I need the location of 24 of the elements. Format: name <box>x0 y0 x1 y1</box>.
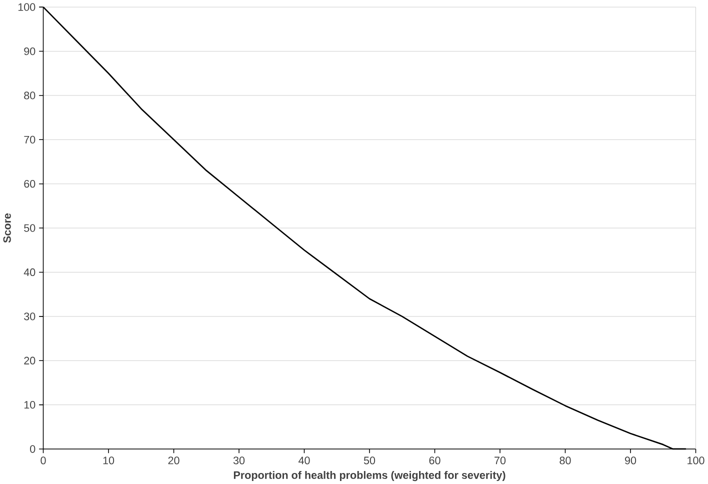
x-tick-label: 40 <box>298 456 310 464</box>
x-tick-label: 30 <box>233 456 245 464</box>
y-tick-label: 10 <box>24 400 36 408</box>
y-tick-label: 60 <box>24 180 36 188</box>
y-tick-label: 90 <box>24 47 36 55</box>
x-tick-label: 60 <box>429 456 440 464</box>
x-tick-label: 100 <box>688 456 704 464</box>
x-tick-label: 50 <box>364 456 376 464</box>
x-axis-title: Proportion of health problems (weighted for severity) <box>234 470 506 481</box>
y-tick-label: 100 <box>18 3 36 11</box>
x-tick-label: 80 <box>560 456 571 464</box>
y-tick-label: 0 <box>30 445 36 453</box>
x-tick-label: 10 <box>103 456 114 464</box>
y-tick-label: 20 <box>24 356 36 364</box>
x-tick-label: 70 <box>494 456 506 464</box>
x-tick-label: 0 <box>40 456 46 464</box>
y-tick-label: 80 <box>24 91 36 100</box>
y-tick-label: 30 <box>24 312 36 320</box>
x-tick-label: 20 <box>168 456 180 464</box>
y-tick-label: 50 <box>24 224 36 232</box>
y-axis-title: Score <box>3 213 11 243</box>
y-tick-label: 70 <box>24 136 36 144</box>
y-tick-label: 40 <box>24 268 36 276</box>
x-tick-label: 90 <box>625 456 636 464</box>
